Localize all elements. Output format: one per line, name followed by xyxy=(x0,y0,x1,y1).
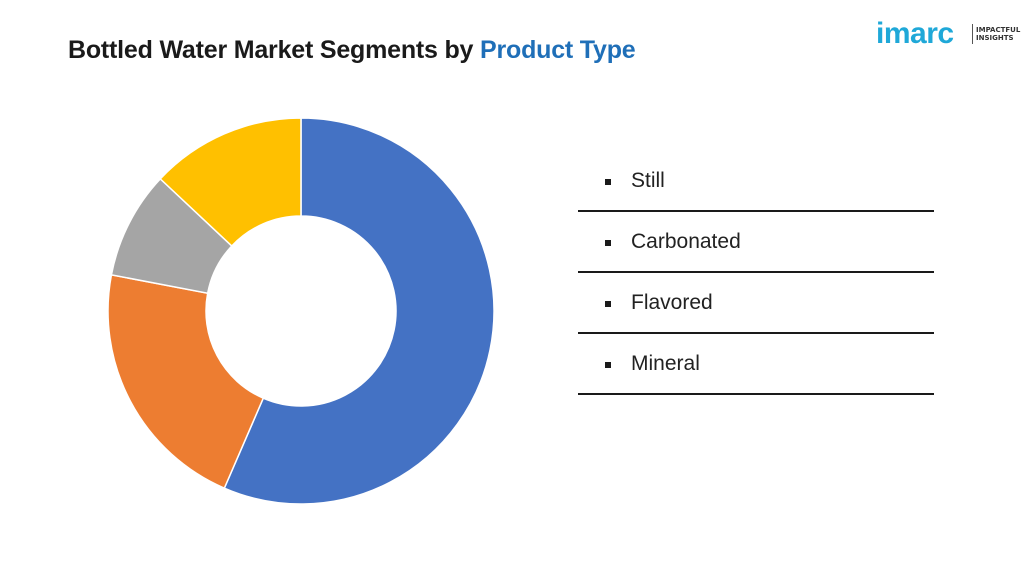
imarc-logo: imarc IMPACTFUL INSIGHTS xyxy=(876,14,1020,54)
donut-slice-still xyxy=(223,117,495,505)
legend-label: Flavored xyxy=(631,291,713,314)
legend-label: Carbonated xyxy=(631,230,741,253)
legend-item-carbonated: Carbonated xyxy=(578,216,934,273)
logo-separator xyxy=(972,24,973,44)
chart-title-accent: Product Type xyxy=(480,36,636,64)
chart-legend: Still Carbonated Flavored Mineral xyxy=(578,155,934,395)
legend-bullet-icon xyxy=(605,240,611,246)
chart-title: Bottled Water Market Segments by Product… xyxy=(68,36,636,65)
logo-tagline: IMPACTFUL INSIGHTS xyxy=(976,26,1020,42)
legend-label: Still xyxy=(631,169,665,192)
legend-bullet-icon xyxy=(605,362,611,368)
logo-tagline-line-2: INSIGHTS xyxy=(976,34,1014,42)
legend-item-flavored: Flavored xyxy=(578,277,934,334)
logo-wordmark: imarc xyxy=(876,17,954,50)
legend-item-mineral: Mineral xyxy=(578,338,934,395)
legend-bullet-icon xyxy=(605,301,611,307)
legend-bullet-icon xyxy=(605,179,611,185)
donut-slice-mineral xyxy=(159,117,302,248)
legend-item-still: Still xyxy=(578,155,934,212)
donut-slice-carbonated xyxy=(107,273,265,490)
legend-label: Mineral xyxy=(631,352,700,375)
chart-title-main: Bottled Water Market Segments by xyxy=(68,36,474,64)
logo-tagline-line-1: IMPACTFUL xyxy=(976,26,1021,34)
